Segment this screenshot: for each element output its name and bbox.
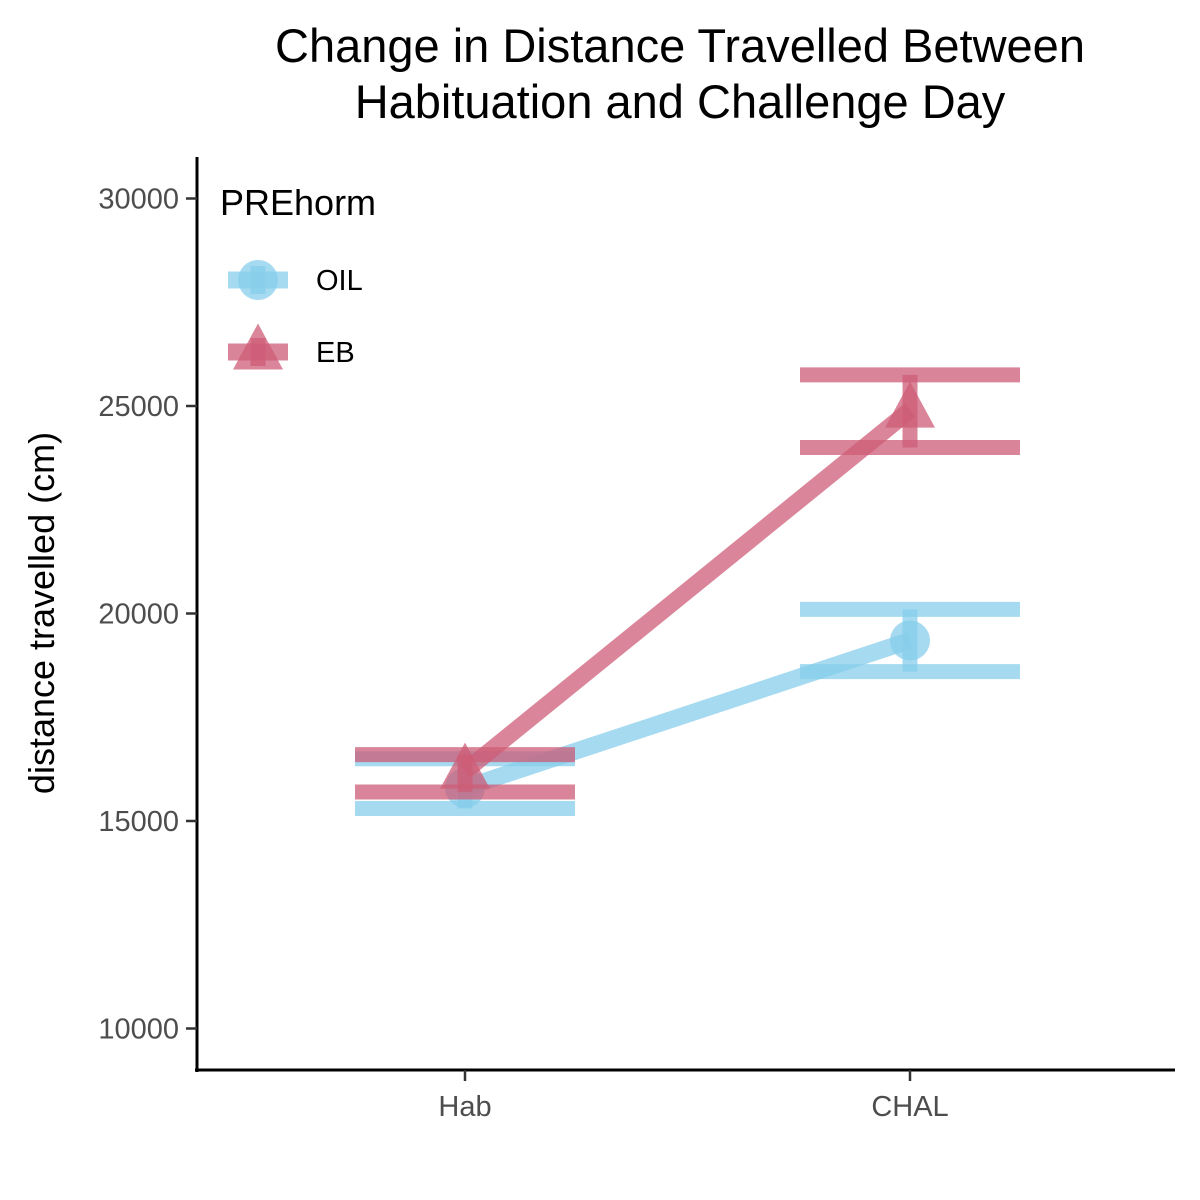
y-tick-label: 20000 [98,599,179,631]
x-tick-label: Hab [438,1091,491,1123]
chart-title: Change in Distance Travelled Between Hab… [200,18,1160,130]
series-line [459,403,916,778]
legend-label-oil: OIL [316,265,363,297]
data-point [890,620,930,661]
legend-title: PREhorm [220,182,376,223]
x-tick-label: CHAL [871,1091,948,1123]
series-eb [355,367,1020,800]
legend: PREhorm OIL EB [220,182,376,370]
axes: 10000 15000 20000 25000 30000 Hab CHAL [98,157,1175,1123]
data-point [885,381,935,428]
series-line [462,632,913,796]
data-point [440,742,490,789]
legend-key-marker [238,260,278,300]
y-tick-label: 30000 [98,184,179,216]
y-tick-label: 10000 [98,1014,179,1046]
legend-key-marker [233,323,283,370]
chart-title-line-2: Habituation and Challenge Day [354,75,1006,128]
chart-title-line-1: Change in Distance Travelled Between [275,19,1085,72]
data-marks [355,367,1020,817]
y-tick-label: 15000 [98,806,179,838]
legend-key-oil [228,260,288,300]
legend-key-eb [228,323,288,370]
legend-label-eb: EB [316,337,355,369]
y-tick-label: 25000 [98,391,179,423]
